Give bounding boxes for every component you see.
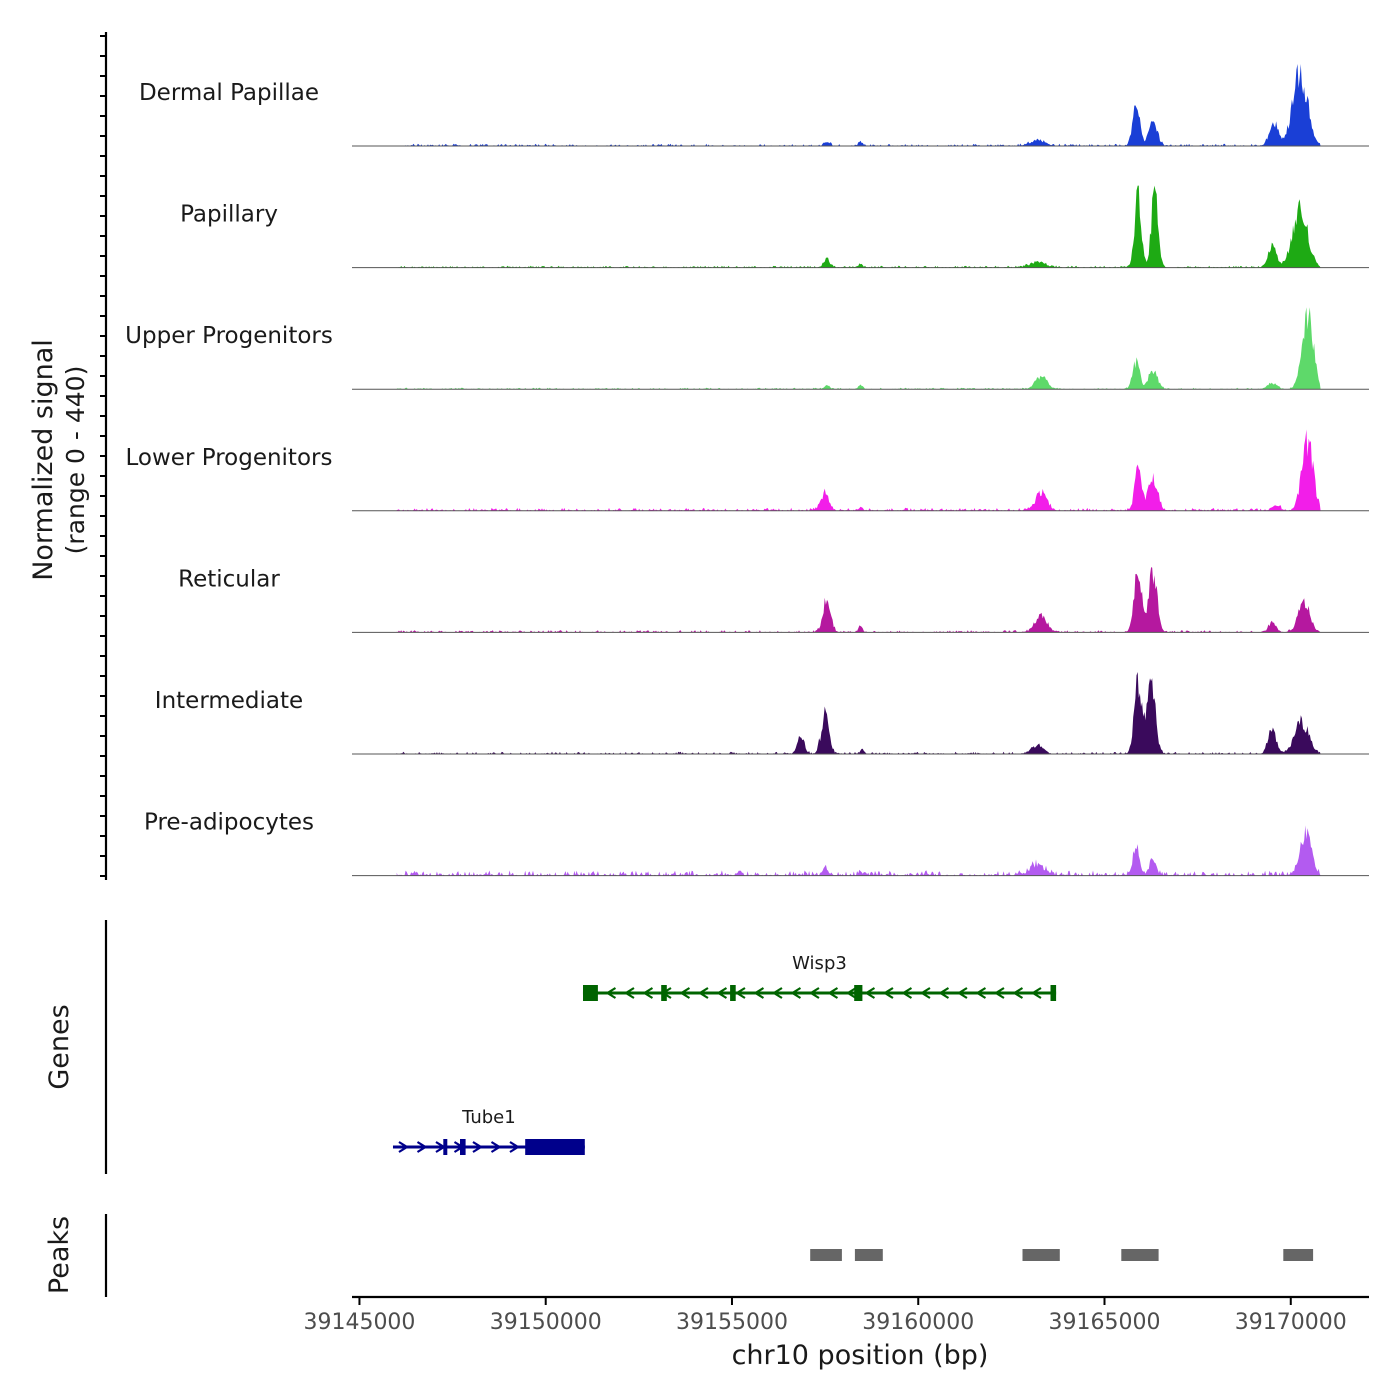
strand-chevron	[808, 987, 820, 999]
gene-label: Wisp3	[792, 953, 847, 974]
strand-chevron	[901, 987, 913, 999]
exon	[661, 985, 667, 1001]
x-tick-label: 39160000	[862, 1310, 974, 1335]
strand-chevron	[956, 987, 968, 999]
x-tick-label: 39165000	[1049, 1310, 1161, 1335]
strand-chevron	[753, 987, 765, 999]
coverage-y-ticks	[100, 35, 106, 877]
track-label: Papillary	[180, 202, 278, 228]
x-axis: 39145000 39150000 39155000 39160000 39165000…	[303, 1295, 1369, 1371]
peak-bar	[1283, 1249, 1314, 1261]
track-1: Dermal Papillae	[139, 64, 1369, 147]
strand-chevron	[398, 1141, 410, 1153]
gene-tube1: Tube1	[392, 1107, 585, 1155]
coverage-y-axis-title: Normalized signal	[28, 339, 59, 581]
peak-regions	[810, 1249, 1314, 1261]
strand-chevron	[993, 987, 1005, 999]
strand-chevron	[919, 987, 931, 999]
genes-track-label: Genes	[44, 1004, 75, 1089]
peak-bar	[1022, 1249, 1060, 1261]
track-label: Dermal Papillae	[139, 80, 319, 106]
strand-chevron	[882, 987, 894, 999]
track-5: Reticular	[178, 566, 1369, 633]
signal-area	[396, 672, 1321, 754]
peaks-panel: Peaks	[44, 1214, 1314, 1297]
strand-chevron	[845, 987, 857, 999]
track-label: Intermediate	[155, 688, 303, 714]
coverage-tracks: Dermal Papillae Papillary Upper Progenitor…	[125, 64, 1369, 877]
strand-chevron	[490, 1141, 502, 1153]
coverage-y-axis-range: (range 0 - 440)	[61, 366, 90, 555]
track-7: Pre-adipocytes	[144, 810, 1369, 877]
strand-chevron	[509, 1141, 521, 1153]
track-label: Upper Progenitors	[125, 323, 333, 349]
exon	[443, 1139, 448, 1155]
x-ticks: 39145000 39150000 39155000 39160000 39165000…	[303, 1297, 1347, 1335]
track-4: Lower Progenitors	[126, 429, 1369, 512]
strand-chevron	[734, 987, 746, 999]
x-tick-label: 39150000	[490, 1310, 602, 1335]
strand-chevron	[938, 987, 950, 999]
strand-chevron	[472, 1141, 484, 1153]
signal-area	[396, 825, 1321, 876]
exon	[460, 1139, 466, 1155]
x-axis-title: chr10 position (bp)	[732, 1340, 989, 1371]
signal-area	[396, 567, 1321, 633]
x-tick-label: 39145000	[303, 1310, 415, 1335]
x-tick-label: 39170000	[1235, 1310, 1347, 1335]
strand-chevron	[679, 987, 691, 999]
track-2: Papillary	[180, 185, 1369, 269]
strand-chevron	[1012, 987, 1024, 999]
strand-chevron	[975, 987, 987, 999]
strand-chevron	[416, 1141, 428, 1153]
strand-chevron	[642, 987, 654, 999]
strand-chevron	[864, 987, 876, 999]
gene-models: Wisp3 Tube1	[392, 953, 1057, 1155]
track-3: Upper Progenitors	[125, 307, 1369, 390]
strand-chevron	[771, 987, 783, 999]
track-label: Pre-adipocytes	[144, 810, 314, 836]
signal-area	[396, 185, 1321, 268]
track-label: Reticular	[178, 566, 280, 592]
gene-label: Tube1	[461, 1107, 516, 1128]
signal-area	[396, 429, 1321, 511]
exon	[525, 1139, 585, 1155]
strand-chevron	[697, 987, 709, 999]
exon	[854, 985, 863, 1001]
peaks-track-label: Peaks	[44, 1216, 75, 1294]
track-label: Lower Progenitors	[126, 445, 333, 471]
strand-chevron	[827, 987, 839, 999]
gene-wisp3: Wisp3	[582, 953, 1057, 1001]
coverage-panel: Normalized signal (range 0 - 440) Dermal…	[28, 32, 1369, 880]
exon	[730, 985, 736, 1001]
x-tick-label: 39155000	[676, 1310, 788, 1335]
exon	[583, 985, 598, 1001]
strand-chevron	[1030, 987, 1042, 999]
track-6: Intermediate	[155, 672, 1369, 755]
peak-bar	[854, 1249, 883, 1261]
signal-area	[396, 307, 1321, 390]
strand-chevron	[623, 987, 635, 999]
genes-panel: Genes Wisp3 Tube1	[44, 920, 1057, 1174]
strand-chevron	[605, 987, 617, 999]
peak-bar	[810, 1249, 842, 1261]
strand-chevron	[716, 987, 728, 999]
strand-chevron	[790, 987, 802, 999]
peak-bar	[1121, 1249, 1159, 1261]
exon	[1050, 985, 1057, 1001]
signal-area	[396, 64, 1321, 146]
